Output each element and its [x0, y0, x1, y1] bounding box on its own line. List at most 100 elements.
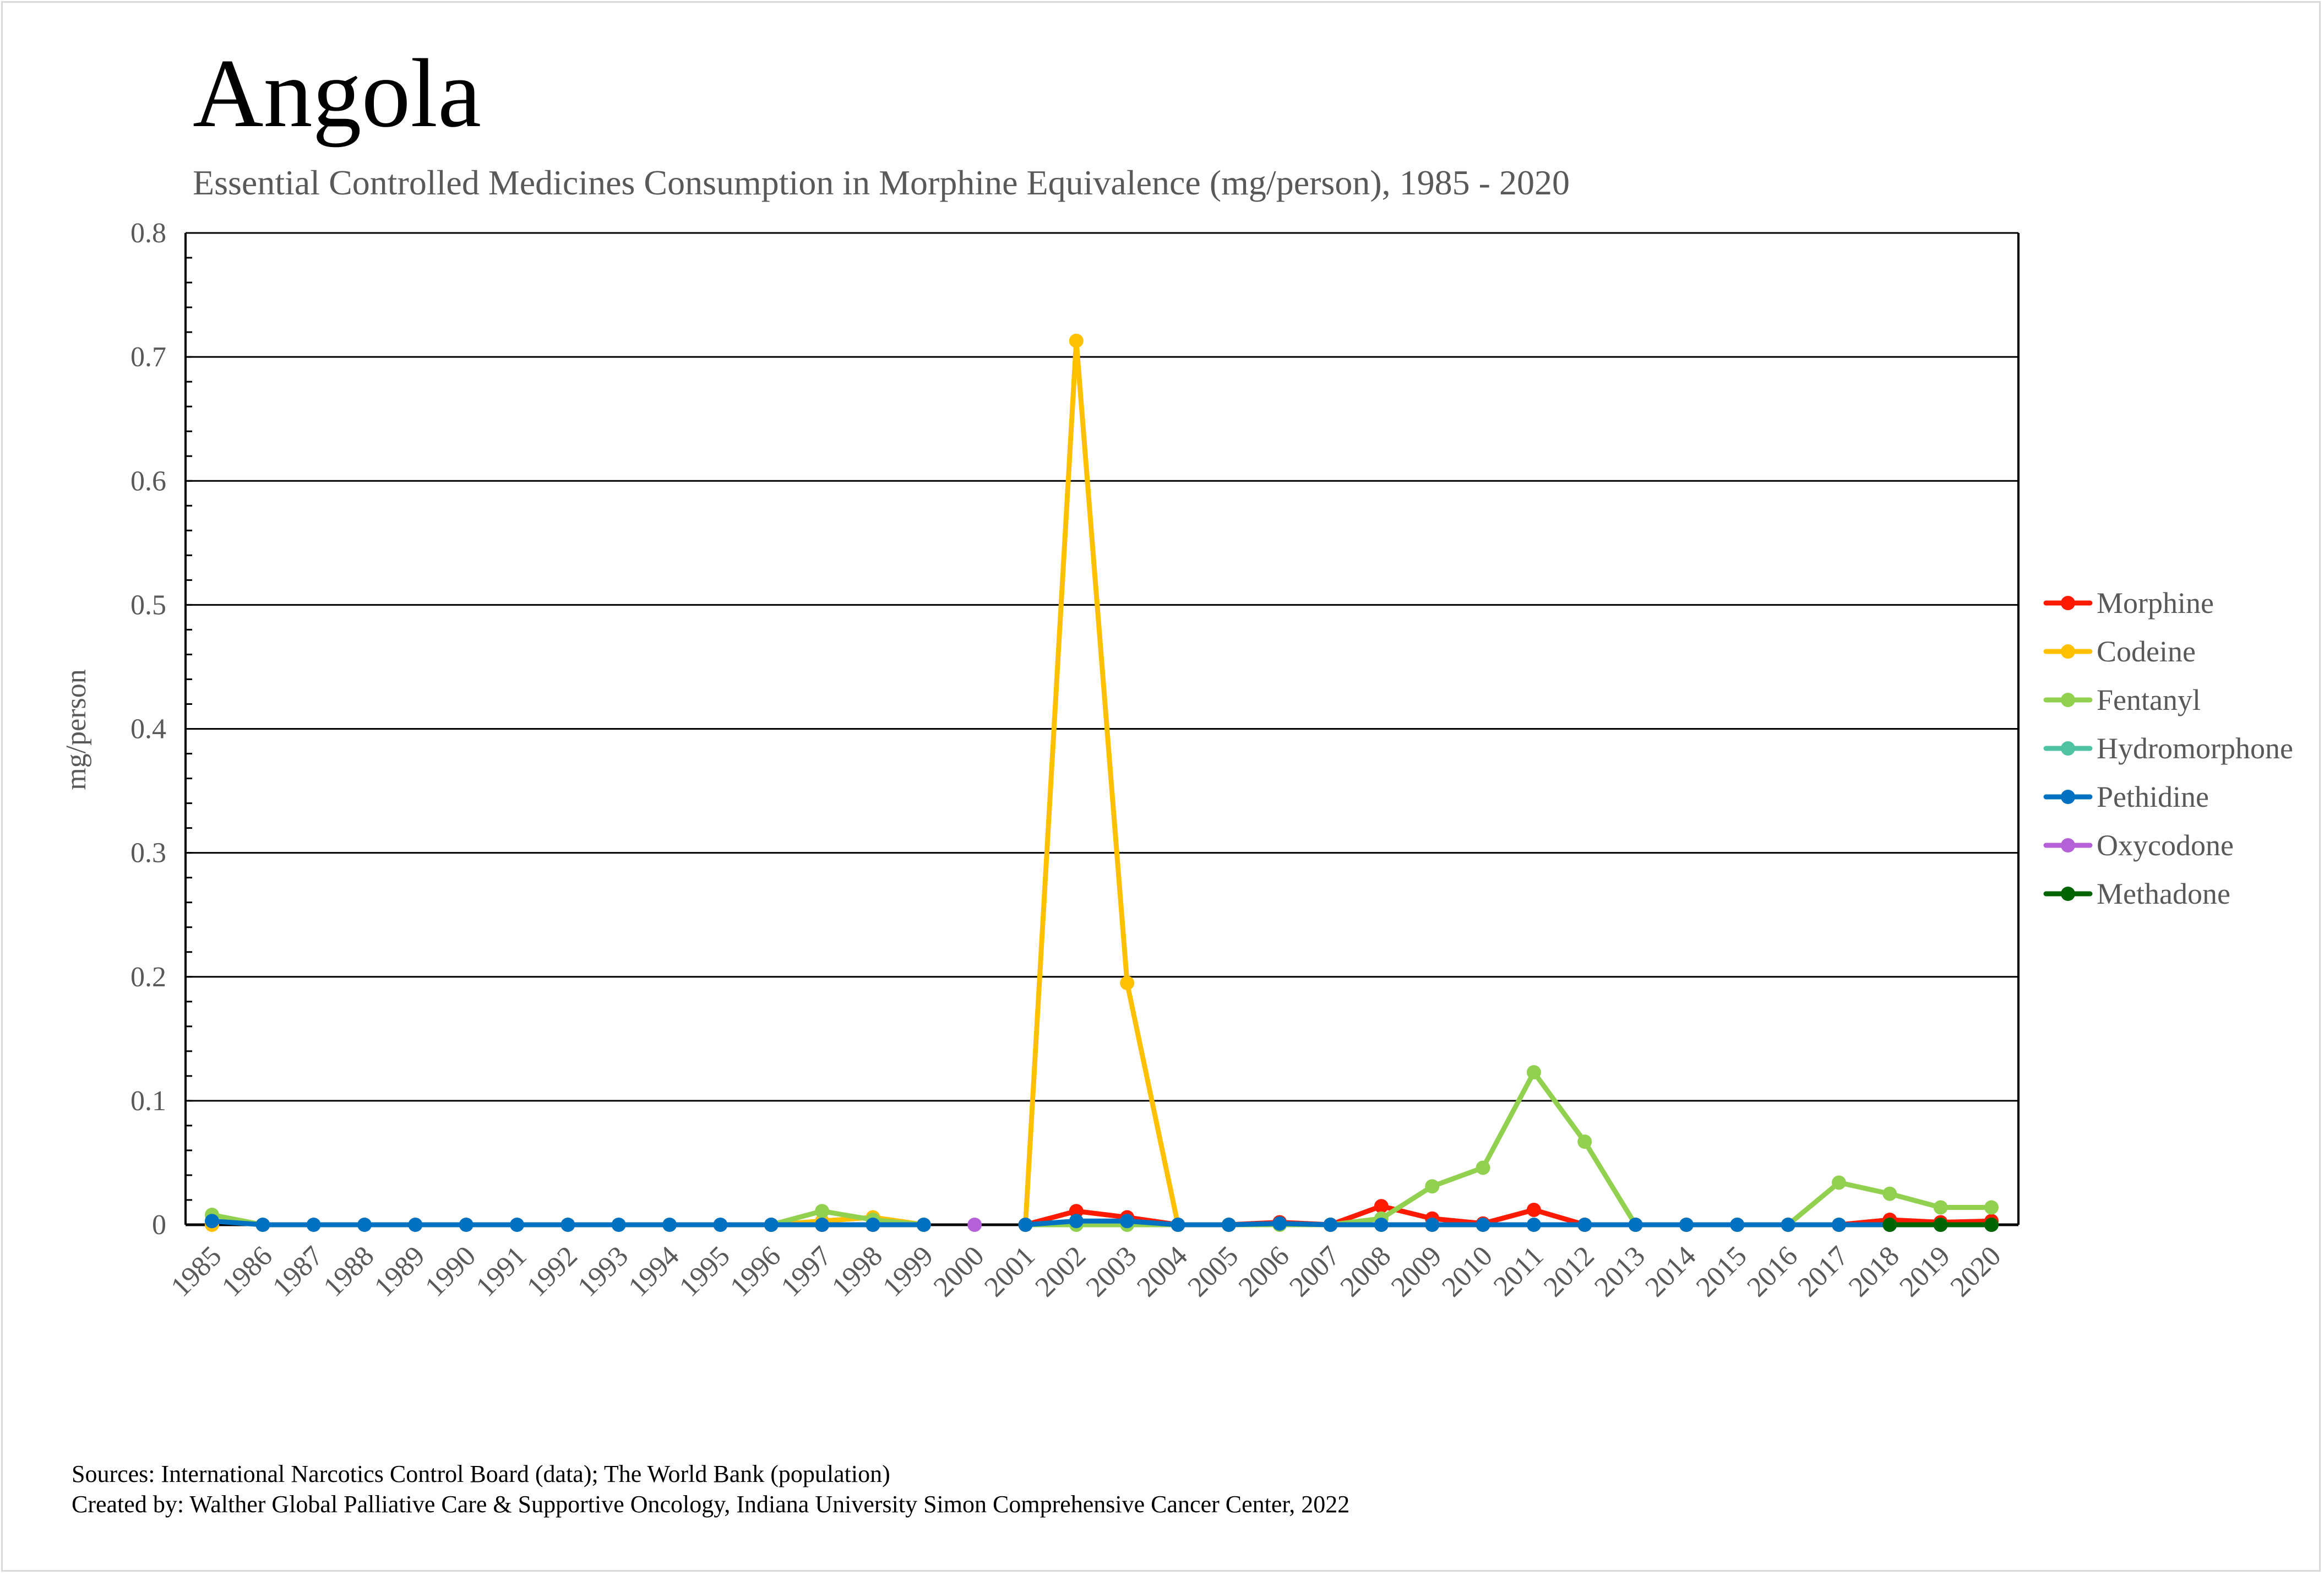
x-tick-label: 2006 [1233, 1240, 1296, 1303]
data-point [1069, 1214, 1084, 1229]
y-tick-label: 0.5 [130, 589, 166, 621]
data-point [713, 1218, 728, 1232]
x-tick-label: 1993 [572, 1240, 634, 1303]
legend-item-hydromorphone: Hydromorphone [2043, 732, 2293, 765]
data-point [1018, 1218, 1033, 1232]
legend-item-pethidine: Pethidine [2043, 780, 2209, 813]
data-point [1984, 1218, 1999, 1232]
data-point [1374, 1218, 1389, 1232]
data-point [1526, 1218, 1541, 1232]
data-point [1831, 1175, 1846, 1190]
legend-swatch-marker [2061, 596, 2075, 610]
x-tick-label: 2002 [1029, 1240, 1092, 1303]
gridlines [186, 232, 2018, 1226]
data-point [408, 1218, 423, 1232]
data-point [1933, 1218, 1948, 1232]
data-point [815, 1204, 830, 1219]
data-point [1679, 1218, 1694, 1232]
series-methadone [1882, 1218, 1999, 1232]
x-tick-label: 2000 [928, 1240, 990, 1303]
data-point [1781, 1218, 1795, 1232]
y-tick-label: 0.1 [130, 1085, 166, 1117]
x-tick-label: 2013 [1588, 1240, 1651, 1303]
series-line [1022, 1069, 1994, 1228]
x-tick-label: 1997 [775, 1240, 838, 1303]
data-point [1425, 1179, 1440, 1194]
data-point [1526, 1202, 1541, 1217]
data-point [560, 1218, 575, 1232]
series-codeine [205, 333, 1999, 1232]
data-point [510, 1218, 525, 1232]
x-tick-label: 1998 [826, 1240, 889, 1303]
data-point [1628, 1218, 1643, 1232]
chart-subtitle: Essential Controlled Medicines Consumpti… [193, 163, 1570, 202]
x-tick-label: 1994 [623, 1240, 685, 1303]
legend-swatch-marker [2061, 790, 2075, 804]
data-point [1476, 1160, 1490, 1175]
data-point [459, 1218, 473, 1232]
data-point [815, 1218, 830, 1232]
data-point [1425, 1218, 1440, 1232]
y-tick-label: 0 [152, 1209, 166, 1241]
legend-swatch-marker [2061, 887, 2075, 901]
x-tick-label: 2005 [1182, 1240, 1244, 1303]
x-tick-label: 2015 [1690, 1240, 1753, 1303]
data-point [1120, 1214, 1135, 1229]
y-tick-label: 0.6 [130, 465, 166, 497]
series-lines [205, 333, 1999, 1232]
x-tick-label: 2012 [1538, 1240, 1601, 1303]
data-point [1831, 1218, 1846, 1232]
x-tick-labels: 1985198619871988198919901991199219931994… [165, 1240, 2007, 1303]
data-point [866, 1218, 880, 1232]
legend-swatch-marker [2061, 693, 2075, 707]
y-tick-label: 0.3 [130, 838, 166, 869]
data-point [1069, 1204, 1084, 1219]
legend-label: Codeine [2097, 635, 2196, 668]
data-point [1984, 1200, 1999, 1215]
y-tick-label: 0.2 [130, 962, 166, 993]
chart-title: Angola [193, 39, 482, 148]
x-tick-label: 2009 [1385, 1240, 1448, 1303]
x-tick-label: 2001 [978, 1240, 1041, 1303]
data-point [916, 1218, 931, 1232]
series-line [769, 1208, 927, 1228]
data-point [357, 1218, 372, 1232]
legend-label: Hydromorphone [2097, 732, 2293, 765]
data-point [1323, 1218, 1338, 1232]
data-point [1476, 1218, 1490, 1232]
data-point [1933, 1200, 1948, 1215]
data-point [1069, 333, 1084, 348]
x-tick-label: 2007 [1283, 1240, 1346, 1303]
x-tick-label: 2004 [1131, 1240, 1194, 1303]
x-tick-label: 2017 [1792, 1240, 1855, 1303]
data-point [306, 1218, 321, 1232]
x-tick-label: 2003 [1080, 1240, 1143, 1303]
legend-label: Methadone [2097, 877, 2230, 910]
data-point [662, 1218, 677, 1232]
x-tick-label: 2020 [1945, 1240, 2007, 1303]
data-point [1577, 1134, 1592, 1149]
data-point [967, 1218, 982, 1232]
data-point [255, 1218, 270, 1232]
data-point [1120, 976, 1135, 991]
data-point [1882, 1218, 1897, 1232]
data-point [1577, 1218, 1592, 1232]
footer-created-by: Created by: Walther Global Palliative Ca… [72, 1491, 1350, 1518]
legend-swatch-marker [2061, 741, 2075, 756]
data-point [611, 1218, 626, 1232]
legend-item-methadone: Methadone [2043, 877, 2230, 910]
legend: Morphine Codeine Fentanyl Hydromorphone Peth… [2043, 586, 2293, 910]
x-tick-label: 2016 [1741, 1240, 1804, 1303]
series-line [1022, 338, 1994, 1228]
y-tick-labels: 0 0.1 0.2 0.3 0.4 0.5 0.6 0.7 0.8 [130, 218, 166, 1241]
x-tick-label: 1991 [470, 1240, 533, 1303]
y-tick-label: 0.4 [130, 714, 166, 745]
data-point [1374, 1199, 1389, 1214]
series-oxycodone [967, 1218, 982, 1232]
x-tick-label: 2019 [1893, 1240, 1956, 1303]
x-tick-label: 2008 [1335, 1240, 1397, 1303]
legend-item-fentanyl: Fentanyl [2043, 683, 2201, 716]
data-point [1171, 1218, 1185, 1232]
x-tick-label: 1985 [165, 1240, 228, 1303]
